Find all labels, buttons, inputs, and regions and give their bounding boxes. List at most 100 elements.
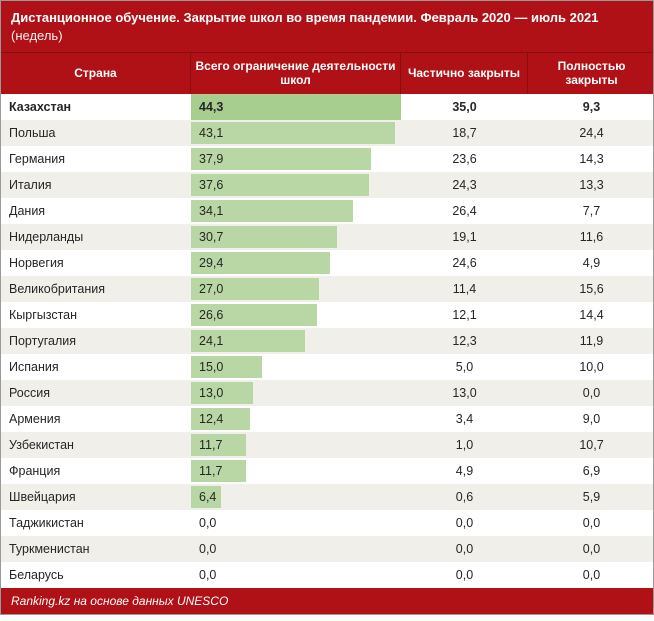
header-full: Полностью закрыты bbox=[528, 53, 654, 94]
cell-total: 30,7 bbox=[191, 224, 401, 250]
bar-label: 27,0 bbox=[191, 282, 223, 296]
bar-label: 34,1 bbox=[191, 204, 223, 218]
table-row: Кыргызстан26,612,114,4 bbox=[1, 302, 653, 328]
bar-label: 11,7 bbox=[191, 464, 222, 478]
title-unit: (недель) bbox=[11, 28, 63, 43]
chart-title: Дистанционное обучение. Закрытие школ во… bbox=[1, 1, 653, 52]
cell-country: Дания bbox=[1, 198, 191, 224]
header-total: Всего ограничение деятельности школ bbox=[191, 53, 401, 94]
bar-label: 44,3 bbox=[191, 100, 223, 114]
bar-label: 0,0 bbox=[191, 542, 216, 556]
bar-label: 26,6 bbox=[191, 308, 223, 322]
cell-full: 0,0 bbox=[528, 536, 654, 562]
cell-partial: 3,4 bbox=[401, 406, 528, 432]
cell-country: Норвегия bbox=[1, 250, 191, 276]
cell-total: 44,3 bbox=[191, 94, 401, 120]
chart-container: Дистанционное обучение. Закрытие школ во… bbox=[0, 0, 654, 615]
cell-partial: 0,0 bbox=[401, 562, 528, 588]
cell-full: 14,3 bbox=[528, 146, 654, 172]
cell-full: 9,0 bbox=[528, 406, 654, 432]
table-row: Швейцария6,4 0,65,9 bbox=[1, 484, 653, 510]
bar-label: 6,4 bbox=[191, 490, 216, 504]
cell-full: 11,6 bbox=[528, 224, 654, 250]
cell-partial: 12,1 bbox=[401, 302, 528, 328]
table-row: Франция11,74,96,9 bbox=[1, 458, 653, 484]
cell-country: Польша bbox=[1, 120, 191, 146]
cell-total: 24,1 bbox=[191, 328, 401, 354]
bar-label: 37,9 bbox=[191, 152, 223, 166]
bar-label: 30,7 bbox=[191, 230, 223, 244]
table-row: Польша43,1 18,724,4 bbox=[1, 120, 653, 146]
cell-partial: 1,0 bbox=[401, 432, 528, 458]
cell-partial: 0,0 bbox=[401, 536, 528, 562]
table-row: Норвегия29,4 24,64,9 bbox=[1, 250, 653, 276]
cell-country: Туркменистан bbox=[1, 536, 191, 562]
cell-full: 6,9 bbox=[528, 458, 654, 484]
table-body: Казахстан44,335,09,3Польша43,118,724,4Ге… bbox=[1, 94, 653, 588]
cell-partial: 0,6 bbox=[401, 484, 528, 510]
bar-label: 0,0 bbox=[191, 516, 216, 530]
cell-full: 24,4 bbox=[528, 120, 654, 146]
bar-label: 43,1 bbox=[191, 126, 223, 140]
cell-country: Италия bbox=[1, 172, 191, 198]
cell-country: Великобритания bbox=[1, 276, 191, 302]
cell-partial: 19,1 bbox=[401, 224, 528, 250]
table-row: Казахстан44,335,09,3 bbox=[1, 94, 653, 120]
cell-total: 27,0 bbox=[191, 276, 401, 302]
cell-partial: 24,6 bbox=[401, 250, 528, 276]
cell-total: 37,9 bbox=[191, 146, 401, 172]
cell-country: Швейцария bbox=[1, 484, 191, 510]
cell-total: 11,7 bbox=[191, 432, 401, 458]
cell-country: Португалия bbox=[1, 328, 191, 354]
cell-total: 11,7 bbox=[191, 458, 401, 484]
cell-full: 0,0 bbox=[528, 562, 654, 588]
cell-total: 13,0 bbox=[191, 380, 401, 406]
cell-total: 34,1 bbox=[191, 198, 401, 224]
cell-partial: 18,7 bbox=[401, 120, 528, 146]
bar-label: 15,0 bbox=[191, 360, 223, 374]
cell-partial: 0,0 bbox=[401, 510, 528, 536]
table-row: Таджикистан0,00,00,0 bbox=[1, 510, 653, 536]
bar-label: 11,7 bbox=[191, 438, 222, 452]
bar-label: 13,0 bbox=[191, 386, 223, 400]
chart-footer: Ranking.kz на основе данных UNESCO bbox=[1, 588, 653, 614]
cell-full: 11,9 bbox=[528, 328, 654, 354]
table-header: Страна Всего ограничение деятельности шк… bbox=[1, 52, 653, 94]
cell-country: Армения bbox=[1, 406, 191, 432]
header-partial: Частично закрыты bbox=[401, 53, 528, 94]
cell-full: 15,6 bbox=[528, 276, 654, 302]
cell-total: 0,0 bbox=[191, 510, 401, 536]
cell-full: 4,9 bbox=[528, 250, 654, 276]
cell-full: 5,9 bbox=[528, 484, 654, 510]
bar-label: 0,0 bbox=[191, 568, 216, 582]
cell-partial: 5,0 bbox=[401, 354, 528, 380]
cell-country: Таджикистан bbox=[1, 510, 191, 536]
cell-country: Кыргызстан bbox=[1, 302, 191, 328]
cell-full: 0,0 bbox=[528, 380, 654, 406]
table-row: Италия37,6 24,313,3 bbox=[1, 172, 653, 198]
bar-label: 29,4 bbox=[191, 256, 223, 270]
cell-partial: 13,0 bbox=[401, 380, 528, 406]
cell-full: 7,7 bbox=[528, 198, 654, 224]
cell-partial: 11,4 bbox=[401, 276, 528, 302]
bar-label: 37,6 bbox=[191, 178, 223, 192]
table-row: Испания15,05,010,0 bbox=[1, 354, 653, 380]
table-row: Дания34,126,47,7 bbox=[1, 198, 653, 224]
header-country: Страна bbox=[1, 53, 191, 94]
cell-full: 13,3 bbox=[528, 172, 654, 198]
title-main: Дистанционное обучение. Закрытие школ во… bbox=[11, 10, 599, 25]
cell-partial: 12,3 bbox=[401, 328, 528, 354]
cell-partial: 24,3 bbox=[401, 172, 528, 198]
cell-total: 43,1 bbox=[191, 120, 401, 146]
cell-partial: 4,9 bbox=[401, 458, 528, 484]
table-row: Россия13,013,00,0 bbox=[1, 380, 653, 406]
cell-total: 6,4 bbox=[191, 484, 401, 510]
cell-country: Узбекистан bbox=[1, 432, 191, 458]
cell-full: 10,7 bbox=[528, 432, 654, 458]
table-row: Туркменистан0,00,00,0 bbox=[1, 536, 653, 562]
table-row: Великобритания27,0 11,415,6 bbox=[1, 276, 653, 302]
cell-full: 9,3 bbox=[528, 94, 654, 120]
cell-country: Нидерланды bbox=[1, 224, 191, 250]
table-row: Армения12,43,49,0 bbox=[1, 406, 653, 432]
table-row: Нидерланды30,7 19,111,6 bbox=[1, 224, 653, 250]
